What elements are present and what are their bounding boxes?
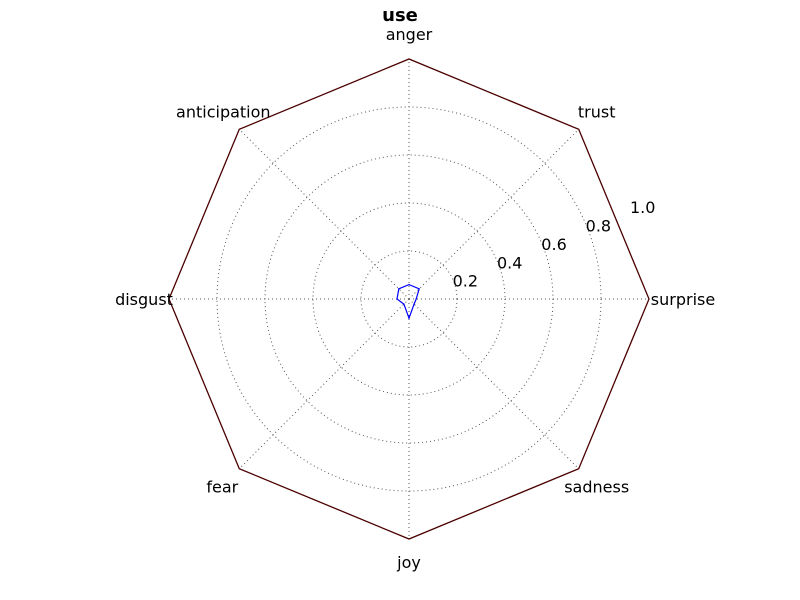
label-layer: surprise trust anger anticipation disgust fea… <box>115 25 715 572</box>
data-point-surprise <box>415 298 417 300</box>
spoke-anticipation <box>238 128 410 300</box>
data-point-sadness <box>413 303 415 305</box>
data-point-fear <box>403 303 405 305</box>
axis-label-anticipation: anticipation <box>176 102 271 121</box>
r-tick-label-4: 0.8 <box>586 217 611 236</box>
axis-label-sadness: sadness <box>564 478 629 497</box>
axis-label-anger: anger <box>386 25 433 44</box>
r-tick-label-5: 1.0 <box>630 198 655 217</box>
axis-label-joy: joy <box>396 553 421 572</box>
r-tick-label-3: 0.6 <box>541 235 566 254</box>
spoke-trust <box>408 128 580 300</box>
data-point-disgust <box>396 298 398 300</box>
axis-label-disgust: disgust <box>115 290 173 309</box>
frame-layer <box>168 58 650 540</box>
data-point-anticipation <box>398 288 400 290</box>
series-layer <box>396 283 420 320</box>
outer-frame <box>168 58 650 540</box>
spoke-sadness <box>408 298 580 470</box>
spoke-fear <box>238 298 410 470</box>
data-point-anger <box>408 284 410 286</box>
axis-label-fear: fear <box>206 478 238 497</box>
r-tick-label-2: 0.4 <box>497 253 522 272</box>
data-point-trust <box>418 288 420 290</box>
axis-label-surprise: surprise <box>651 290 715 309</box>
r-tick-label-1: 0.2 <box>453 272 478 291</box>
chart-title: use <box>382 5 418 26</box>
data-point-joy <box>408 317 410 319</box>
axis-label-trust: trust <box>578 102 616 121</box>
grid-layer <box>169 59 649 539</box>
